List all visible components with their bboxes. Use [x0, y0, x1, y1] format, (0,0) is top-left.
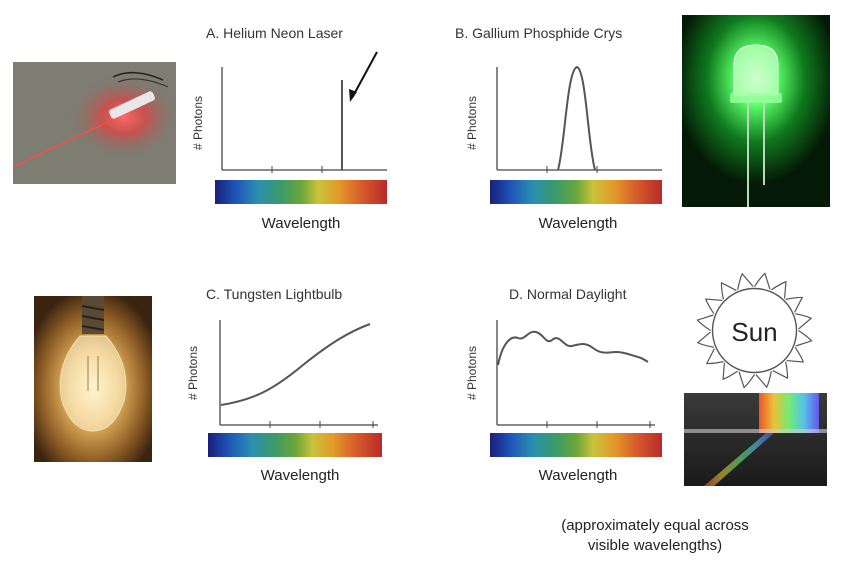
panel-d-ylabel: # Photons	[465, 345, 479, 401]
panel-b-plot	[496, 65, 662, 173]
panel-c-ylabel: # Photons	[186, 345, 200, 401]
panel-c-xlabel: Wavelength	[260, 467, 340, 484]
panel-c-spectrum-bar	[208, 433, 382, 457]
panel-a-xlabel: Wavelength	[261, 215, 341, 232]
panel-c-plot	[219, 320, 378, 428]
sun-ray	[795, 330, 813, 347]
panel-b-xlabel: Wavelength	[538, 215, 618, 232]
lightbulb-photo	[34, 296, 152, 462]
sun-ray	[720, 281, 737, 300]
sun-ray	[705, 348, 724, 365]
daylight-note-line-1: (approximately equal across	[561, 517, 749, 534]
sun-ray	[755, 371, 772, 389]
led-photo	[682, 15, 830, 207]
panel-d-plot	[496, 320, 655, 428]
panel-a-ylabel: # Photons	[191, 95, 205, 151]
sun-ray	[754, 272, 771, 290]
sun-ray	[737, 272, 754, 290]
panel-b-title: B. Gallium Phosphide Crys	[455, 25, 623, 41]
sun-ray	[704, 298, 723, 314]
daylight-note: (approximately equal across visible wave…	[495, 516, 815, 556]
panel-a-spectrum-bar	[215, 180, 387, 204]
laser-photo	[13, 62, 176, 184]
panel-a-plot	[221, 51, 387, 173]
panel-d-spectrum-bar	[490, 433, 662, 457]
panel-d-xlabel: Wavelength	[538, 467, 618, 484]
panel-b-spectrum-bar	[490, 180, 662, 204]
sun-label: Sun	[731, 317, 777, 347]
panel-b-ylabel: # Photons	[465, 95, 479, 151]
prism-photo	[684, 393, 827, 486]
sun-drawing: Sun	[696, 272, 813, 389]
sun-ray	[696, 331, 714, 348]
panel-a-title: A. Helium Neon Laser	[206, 25, 343, 41]
sun-ray	[722, 362, 738, 381]
sun-ray	[786, 347, 805, 363]
sun-ray	[772, 361, 789, 380]
sun-ray	[696, 314, 714, 331]
daylight-note-line-2: visible wavelengths)	[587, 537, 723, 554]
panel-d-title: D. Normal Daylight	[509, 286, 627, 302]
sun-ray	[771, 280, 787, 299]
sun-ray	[738, 371, 755, 389]
sun-ray	[785, 296, 804, 313]
panel-c-title: C. Tungsten Lightbulb	[206, 286, 343, 302]
sun-ray	[795, 313, 813, 330]
